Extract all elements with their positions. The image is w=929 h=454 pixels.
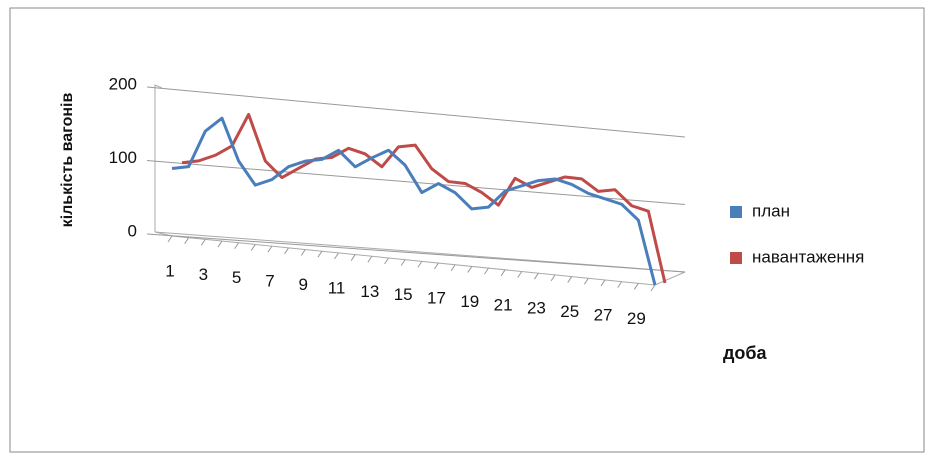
x-tick-label: 13: [360, 282, 379, 301]
x-tick: [550, 274, 556, 282]
x-tick: [617, 281, 623, 288]
x-tick-label: 1: [165, 261, 174, 280]
x-tick-label: 15: [394, 285, 413, 304]
x-tick: [450, 264, 456, 272]
legend-label: навантаження: [752, 247, 864, 266]
x-tick-label: 7: [265, 272, 274, 291]
x-tick-label: 25: [560, 302, 579, 321]
x-tick: [600, 279, 606, 287]
x-tick: [167, 235, 173, 243]
x-tick: [317, 250, 323, 258]
legend-swatch: [730, 252, 742, 264]
grid-line: [146, 233, 686, 273]
x-tick: [367, 255, 373, 263]
x-tick: [533, 272, 539, 280]
y-tick-label: 0: [128, 221, 137, 240]
x-tick-label: 27: [594, 305, 613, 324]
series-line: [181, 112, 667, 284]
x-tick: [400, 259, 406, 266]
x-tick: [234, 242, 240, 250]
y-tick-label: 100: [109, 148, 137, 167]
legend-swatch: [730, 206, 742, 218]
x-tick: [484, 267, 489, 275]
x-tick: [467, 266, 473, 273]
x-tick: [650, 284, 656, 292]
x-tick-label: 17: [427, 289, 446, 308]
x-tick: [250, 244, 256, 251]
x-tick-label: 9: [299, 275, 308, 294]
y-tick-label: 200: [109, 74, 137, 93]
grid-line: [146, 86, 686, 138]
x-tick: [200, 239, 206, 246]
x-tick-label: 21: [494, 295, 513, 314]
side-wall: [154, 84, 163, 232]
x-tick: [217, 240, 223, 248]
x-tick-label: 23: [527, 299, 546, 318]
x-tick: [267, 245, 273, 253]
x-tick-label: 5: [232, 268, 241, 287]
series-line: [171, 116, 657, 286]
x-tick: [517, 271, 523, 278]
x-tick: [633, 283, 639, 290]
x-axis-title: доба: [723, 343, 768, 363]
x-tick: [184, 237, 190, 244]
x-tick: [417, 261, 423, 268]
x-tick: [583, 277, 589, 285]
legend-label: план: [752, 201, 790, 220]
chart-frame: [9, 7, 925, 453]
x-tick: [500, 269, 506, 277]
x-tick: [284, 247, 290, 255]
x-tick-label: 29: [627, 309, 646, 328]
x-tick: [567, 276, 573, 283]
x-tick: [334, 252, 339, 260]
y-axis-title: кількість вагонів: [59, 93, 76, 228]
x-tick-label: 3: [199, 265, 208, 284]
x-tick: [384, 257, 389, 265]
x-tick: [434, 262, 439, 270]
x-tick: [350, 254, 356, 261]
x-tick-label: 11: [328, 278, 346, 297]
x-tick: [300, 249, 306, 256]
x-tick-label: 19: [460, 292, 479, 311]
